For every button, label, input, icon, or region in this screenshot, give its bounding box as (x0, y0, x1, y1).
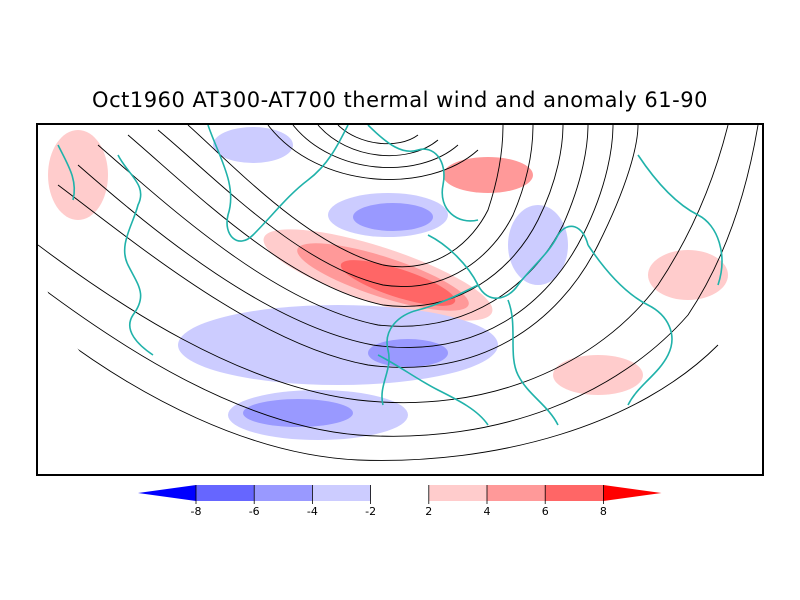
coastlines (57, 125, 723, 426)
positive-anomaly-region (48, 130, 108, 220)
streamline (38, 125, 759, 437)
map-panel (36, 123, 764, 476)
colorbar-tick-label: -2 (365, 505, 376, 518)
colorbar-tick-label: -4 (307, 505, 318, 518)
coastline (367, 125, 479, 222)
colorbar-bin (545, 485, 604, 501)
colorbar: -8 -6 -4 -2 2 4 6 8 (138, 485, 662, 518)
colorbar-bin (254, 485, 313, 501)
colorbar-bin (428, 485, 488, 501)
streamline (97, 125, 589, 327)
colorbar-bin (370, 485, 430, 501)
negative-anomaly-region (368, 339, 448, 367)
negative-anomaly-region (178, 305, 498, 385)
colorbar-tick-label: 6 (542, 505, 549, 518)
colorbar-arrow-low (138, 485, 196, 501)
anomaly-shading (48, 127, 728, 440)
colorbar-tick-label: 8 (600, 505, 607, 518)
positive-anomaly-region (443, 157, 533, 193)
negative-anomaly-region (353, 203, 433, 231)
coastline (381, 284, 479, 406)
streamline (57, 125, 639, 368)
colorbar-arrow-high (603, 485, 662, 501)
coastline (117, 154, 154, 356)
coastline (207, 125, 349, 242)
streamline (57, 334, 719, 461)
coastline (427, 225, 589, 299)
coastline (57, 144, 76, 201)
streamline (38, 125, 729, 404)
colorbar-bin (312, 485, 372, 501)
coastline (377, 354, 489, 426)
colorbar-tick-label: 4 (484, 505, 491, 518)
anomaly-map (38, 125, 759, 461)
negative-anomaly-region (213, 127, 293, 163)
coastline (637, 154, 723, 286)
streamline (267, 125, 479, 180)
colorbar-bin (487, 485, 546, 501)
thermal-wind-streamlines (38, 125, 759, 461)
negative-anomaly-region (243, 399, 353, 427)
negative-anomaly-region (508, 205, 568, 285)
map-title: Oct1960 AT300-AT700 thermal wind and ano… (92, 88, 708, 112)
streamline (127, 125, 564, 307)
colorbar-bin (196, 485, 255, 501)
streamline (292, 125, 459, 168)
streamline (157, 125, 534, 287)
streamline (187, 125, 504, 268)
positive-anomaly-region (648, 250, 728, 300)
colorbar-tick-label: -8 (191, 505, 202, 518)
coastline (507, 299, 559, 426)
positive-anomaly-region (340, 260, 456, 306)
streamline (317, 125, 439, 156)
positive-anomaly-region (553, 355, 643, 395)
coastline (587, 244, 673, 406)
colorbar-tick-label: 2 (425, 505, 432, 518)
colorbar-tick-label: -6 (249, 505, 260, 518)
streamline (77, 125, 614, 348)
